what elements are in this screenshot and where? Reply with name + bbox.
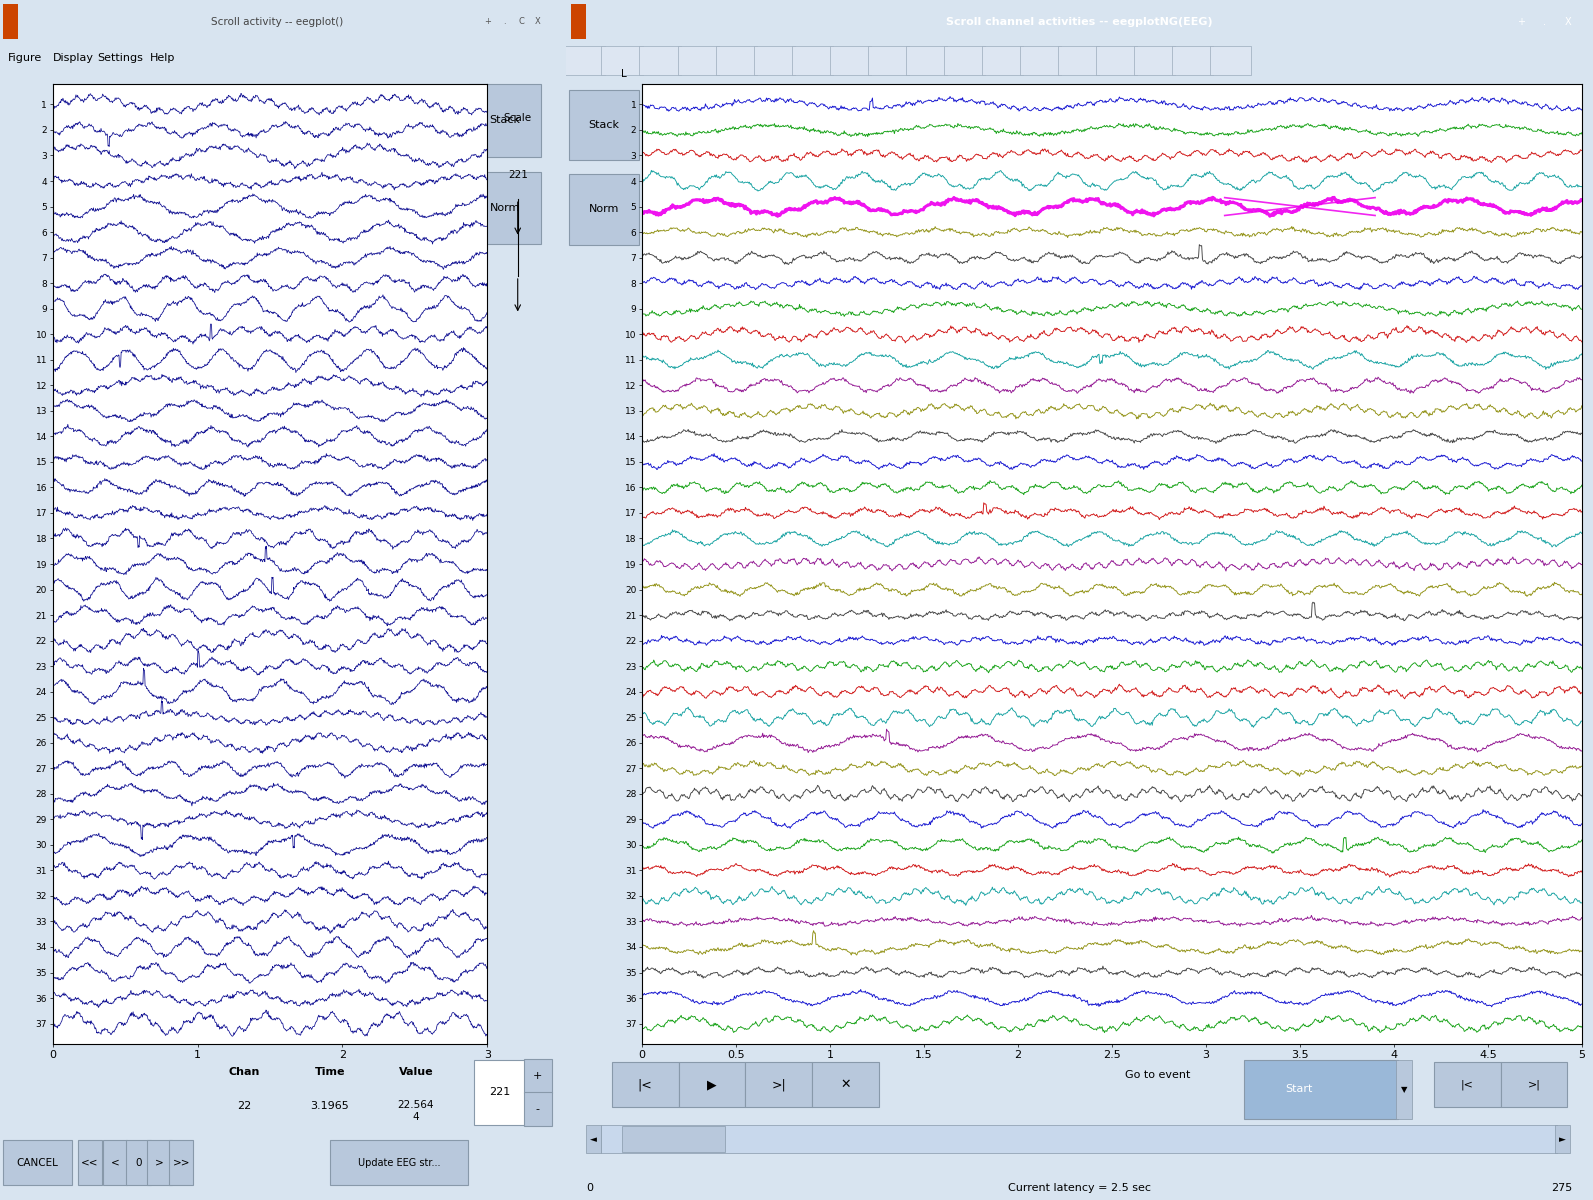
Text: 22.564
4: 22.564 4: [398, 1100, 433, 1122]
FancyBboxPatch shape: [715, 46, 757, 76]
Text: Display: Display: [53, 53, 94, 62]
FancyBboxPatch shape: [126, 1140, 151, 1186]
FancyBboxPatch shape: [746, 1062, 812, 1108]
FancyBboxPatch shape: [812, 1062, 879, 1108]
FancyBboxPatch shape: [868, 46, 908, 76]
FancyBboxPatch shape: [1134, 46, 1174, 76]
Text: C: C: [518, 17, 524, 26]
Text: >: >: [155, 1158, 164, 1168]
Text: X: X: [1564, 17, 1572, 26]
FancyBboxPatch shape: [1501, 1062, 1568, 1108]
Text: Scroll activity -- eegplot(): Scroll activity -- eegplot(): [210, 17, 344, 26]
Bar: [475, 1060, 527, 1126]
Text: <: <: [110, 1158, 119, 1168]
Text: 0: 0: [135, 1158, 142, 1168]
FancyBboxPatch shape: [169, 1140, 193, 1186]
Text: Update EEG str...: Update EEG str...: [358, 1158, 440, 1168]
FancyBboxPatch shape: [943, 46, 984, 76]
Text: 3.1965: 3.1965: [311, 1102, 349, 1111]
Text: Help: Help: [150, 53, 175, 62]
Text: .: .: [1544, 17, 1547, 26]
Text: >|: >|: [771, 1078, 785, 1091]
Text: >>: >>: [172, 1158, 190, 1168]
FancyBboxPatch shape: [753, 46, 795, 76]
Text: ►: ►: [1560, 1135, 1566, 1144]
Text: 22: 22: [237, 1102, 252, 1111]
Text: Stack: Stack: [588, 120, 620, 130]
FancyBboxPatch shape: [1434, 1062, 1501, 1108]
Text: .: .: [503, 17, 507, 26]
Text: ✕: ✕: [840, 1078, 851, 1091]
Text: <<: <<: [81, 1158, 99, 1168]
Text: Chan: Chan: [228, 1067, 260, 1078]
Bar: [602, 1126, 1556, 1153]
Text: +: +: [534, 1070, 543, 1081]
Text: X: X: [535, 17, 540, 26]
FancyBboxPatch shape: [1096, 46, 1137, 76]
FancyBboxPatch shape: [1209, 46, 1251, 76]
FancyBboxPatch shape: [468, 172, 542, 244]
FancyBboxPatch shape: [1058, 46, 1099, 76]
FancyBboxPatch shape: [1172, 46, 1212, 76]
FancyBboxPatch shape: [612, 1062, 679, 1108]
FancyBboxPatch shape: [524, 1092, 551, 1126]
FancyBboxPatch shape: [468, 84, 542, 157]
FancyBboxPatch shape: [564, 46, 605, 76]
Bar: [1555, 1126, 1571, 1153]
Text: ◄: ◄: [591, 1135, 597, 1144]
Text: Scroll channel activities -- eegplotNG(EEG): Scroll channel activities -- eegplotNG(E…: [946, 17, 1212, 26]
Text: Norm: Norm: [489, 203, 521, 212]
Text: ▶: ▶: [707, 1078, 717, 1091]
FancyBboxPatch shape: [148, 1140, 172, 1186]
Text: Value: Value: [398, 1067, 433, 1078]
Bar: [570, 5, 586, 38]
Text: 275: 275: [1552, 1182, 1572, 1193]
FancyBboxPatch shape: [569, 90, 639, 160]
Text: Norm: Norm: [588, 204, 620, 215]
Text: 221: 221: [489, 1087, 511, 1097]
Text: CANCEL: CANCEL: [16, 1158, 59, 1168]
Text: Start: Start: [1286, 1085, 1313, 1094]
Bar: [621, 1126, 725, 1152]
Bar: [3, 5, 18, 38]
Text: Settings: Settings: [97, 53, 143, 62]
FancyBboxPatch shape: [677, 46, 718, 76]
FancyBboxPatch shape: [3, 1140, 72, 1186]
FancyBboxPatch shape: [792, 46, 833, 76]
Text: |<: |<: [1461, 1079, 1474, 1090]
Text: 0: 0: [586, 1182, 593, 1193]
Text: Current latency = 2.5 sec: Current latency = 2.5 sec: [1008, 1182, 1150, 1193]
FancyBboxPatch shape: [679, 1062, 746, 1108]
Bar: [586, 1126, 602, 1153]
FancyBboxPatch shape: [524, 1058, 551, 1093]
FancyBboxPatch shape: [905, 46, 946, 76]
Text: Scale: Scale: [503, 113, 532, 122]
Text: Stack: Stack: [489, 115, 521, 125]
FancyBboxPatch shape: [569, 174, 639, 245]
Bar: [1244, 1060, 1397, 1118]
Text: +: +: [1517, 17, 1525, 26]
Text: Go to event: Go to event: [1126, 1070, 1192, 1080]
Text: |<: |<: [637, 1078, 653, 1091]
Text: +: +: [484, 17, 491, 26]
Text: >|: >|: [1528, 1079, 1540, 1090]
Text: Figure: Figure: [8, 53, 43, 62]
FancyBboxPatch shape: [981, 46, 1023, 76]
FancyBboxPatch shape: [639, 46, 680, 76]
FancyBboxPatch shape: [78, 1140, 102, 1186]
Text: Time: Time: [314, 1067, 346, 1078]
FancyBboxPatch shape: [830, 46, 871, 76]
FancyBboxPatch shape: [102, 1140, 127, 1186]
Text: -: -: [535, 1104, 540, 1114]
Text: ▼: ▼: [1400, 1085, 1407, 1093]
FancyBboxPatch shape: [1020, 46, 1061, 76]
Text: L: L: [621, 70, 628, 79]
Text: 221: 221: [508, 170, 527, 180]
Bar: [1395, 1060, 1411, 1118]
FancyBboxPatch shape: [330, 1140, 468, 1186]
FancyBboxPatch shape: [602, 46, 642, 76]
